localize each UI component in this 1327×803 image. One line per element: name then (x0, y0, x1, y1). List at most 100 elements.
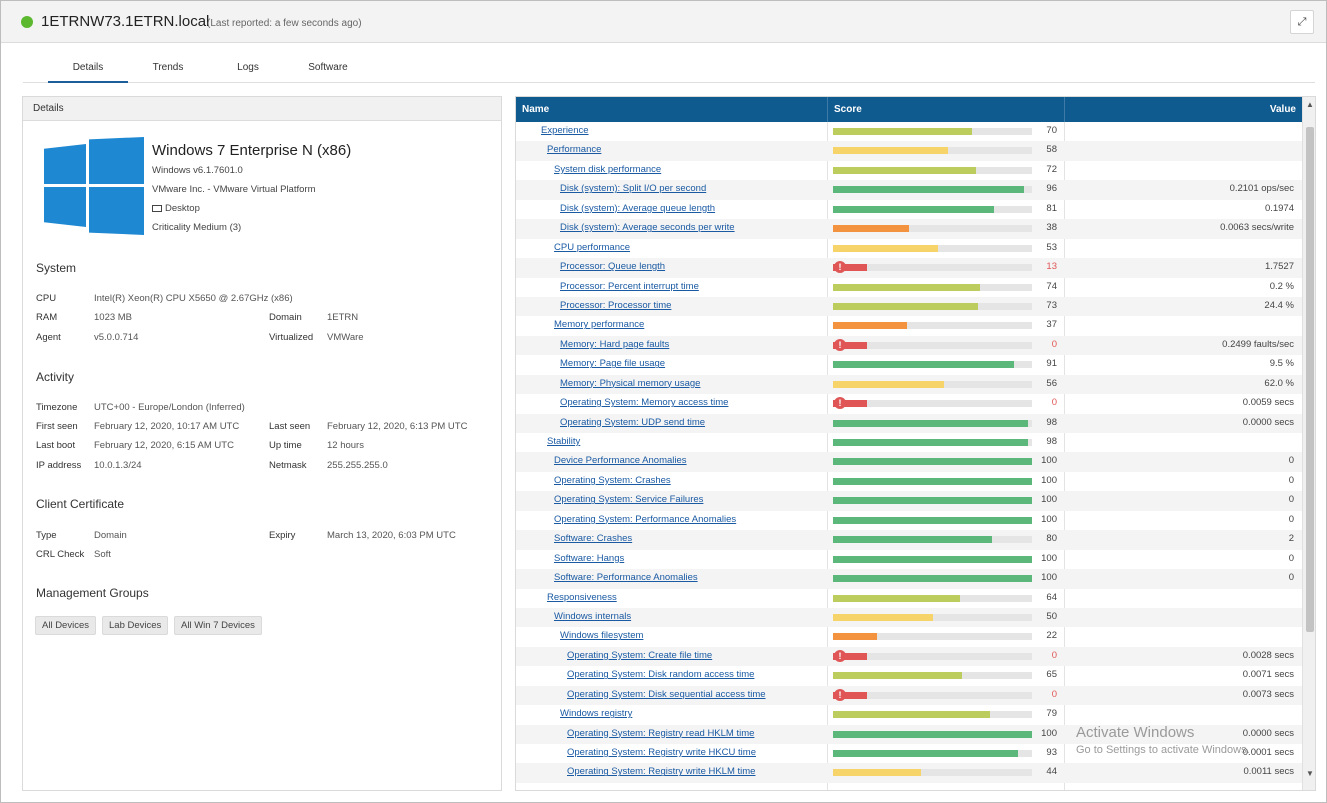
row-name-link[interactable]: Operating System: Disk random access tim… (567, 669, 755, 681)
table-row[interactable]: Memory: Physical memory usage 56 62.0 % (516, 374, 1302, 395)
table-row[interactable]: Experience 70 (516, 122, 1302, 141)
row-name-link[interactable]: Operating System: Memory access time (560, 397, 729, 409)
desktop-icon (152, 205, 162, 212)
table-row[interactable]: Stability 98 (516, 433, 1302, 452)
row-name-link[interactable]: Disk (system): Average seconds per write (560, 222, 735, 234)
table-row[interactable]: Operating System: Registry read HKLM tim… (516, 724, 1302, 744)
table-row[interactable]: Software: Crashes 80 2 (516, 530, 1302, 550)
score-bar-fill (833, 400, 867, 408)
table-row[interactable]: Disk (system): Average queue length 81 0.1… (516, 200, 1302, 219)
table-row[interactable]: Operating System: Disk random access tim… (516, 666, 1302, 685)
row-name-link[interactable]: Windows filesystem (560, 630, 644, 642)
row-name-link[interactable]: Stability (547, 436, 581, 447)
table-row[interactable]: CPU performance 53 (516, 239, 1302, 258)
row-name-link[interactable]: Operating System: Crashes (554, 474, 671, 486)
row-name-link[interactable]: Processor: Percent interrupt time (560, 280, 699, 292)
row-name-link[interactable]: Memory: Page file usage (560, 358, 666, 370)
agent-label: Agent (36, 332, 61, 343)
table-row[interactable]: Operating System: Registry write HKCU ti… (516, 744, 1302, 763)
table-row[interactable]: Memory performance 37 (516, 316, 1302, 335)
row-name-link[interactable]: Operating System: Service Failures (554, 494, 704, 506)
table-row[interactable]: Processor: Processor time 73 24.4 % (516, 296, 1302, 317)
group-tag-lab-devices[interactable]: Lab Devices (102, 616, 169, 635)
agent-value: v5.0.0.714 (94, 332, 139, 343)
column-header-value[interactable]: Value (1064, 97, 1302, 122)
tab-trends[interactable]: Trends (152, 62, 184, 73)
table-row[interactable]: Operating System: Memory access time! 0 0.… (516, 394, 1302, 413)
score-bar (833, 341, 1032, 349)
score-bar-fill (833, 128, 973, 135)
scroll-down-icon[interactable]: ▼ (1306, 769, 1314, 778)
row-name-link[interactable]: Performance (547, 144, 602, 156)
tab-software[interactable]: Software (308, 62, 348, 73)
tab-details[interactable]: Details (48, 55, 128, 83)
table-row[interactable]: Processor: Queue length! 13 1.7527 (516, 258, 1302, 278)
table-row[interactable]: Operating System: Create file time! 0 0.00… (516, 646, 1302, 667)
row-name-link[interactable]: Processor: Queue length (560, 261, 666, 273)
uptime-value: 12 hours (327, 440, 364, 451)
cert-type-label: Type (36, 530, 57, 541)
table-row[interactable]: Device Performance Anomalies 100 0 (516, 452, 1302, 472)
table-row[interactable]: Operating System: Service Failures 100 0 (516, 491, 1302, 511)
table-row[interactable]: Disk (system): Average seconds per write… (516, 219, 1302, 239)
table-scrollbar[interactable]: ▲ ▼ (1302, 97, 1315, 790)
column-header-score[interactable]: Score (827, 97, 868, 122)
table-row[interactable]: System disk performance 72 (516, 161, 1302, 180)
table-row[interactable]: Operating System: Disk sequential access… (516, 685, 1302, 706)
table-row[interactable]: Processor: Percent interrupt time 74 0.2 % (516, 278, 1302, 297)
scroll-up-icon[interactable]: ▲ (1306, 100, 1314, 109)
row-name-link[interactable]: Operating System: UDP send time (560, 416, 706, 428)
table-row[interactable]: Windows filesystem 22 (516, 627, 1302, 646)
row-name-link[interactable]: Memory: Physical memory usage (560, 377, 701, 389)
row-name-link[interactable]: Operating System: Registry write HKLM ti… (567, 766, 756, 778)
table-row[interactable]: Windows internals 50 (516, 607, 1302, 628)
row-name-link[interactable]: Operating System: Create file time (567, 649, 713, 661)
row-name-link[interactable]: Memory: Hard page faults (560, 338, 670, 350)
group-tag-all-win7[interactable]: All Win 7 Devices (174, 616, 262, 635)
virtualized-label: Virtualized (269, 332, 314, 343)
row-name-link[interactable]: Disk (system): Split I/O per second (560, 183, 707, 195)
table-row[interactable]: Disk (system): Split I/O per second 96 0.2… (516, 180, 1302, 200)
row-name-link[interactable]: Disk (system): Average queue length (560, 202, 716, 214)
row-score: 100 (1041, 474, 1057, 486)
table-row[interactable]: Operating System: Crashes 100 0 (516, 472, 1302, 491)
row-value: 0.2499 faults/sec (1222, 338, 1294, 350)
row-name-link[interactable]: Memory performance (554, 319, 645, 331)
row-name-link[interactable]: System disk performance (554, 163, 662, 175)
table-row[interactable]: Memory: Hard page faults! 0 0.2499 faults/… (516, 335, 1302, 356)
row-score: 74 (1046, 280, 1057, 292)
row-name-link[interactable]: Windows registry (560, 708, 633, 720)
table-row[interactable]: Responsiveness 64 (516, 589, 1302, 608)
row-name-link[interactable]: Software: Performance Anomalies (554, 572, 698, 584)
table-row[interactable]: Operating System: Performance Anomalies 1… (516, 511, 1302, 530)
table-row[interactable]: Operating System: Registry write HKLM ti… (516, 763, 1302, 783)
expand-icon[interactable]: ⤢ (1290, 10, 1314, 34)
column-header-name[interactable]: Name (522, 104, 550, 115)
table-header: Name Score Value (516, 97, 1302, 122)
table-row[interactable]: Software: Hangs 100 0 (516, 550, 1302, 569)
row-name-link[interactable]: Processor: Processor time (560, 299, 672, 311)
row-name-link[interactable]: Software: Crashes (554, 533, 633, 545)
row-name-link[interactable]: Experience (541, 125, 589, 136)
row-name-link[interactable]: Operating System: Registry read HKLM tim… (567, 727, 755, 739)
row-name-link[interactable]: Operating System: Performance Anomalies (554, 513, 737, 525)
row-score: 0 (1051, 688, 1057, 700)
row-value: 0.2101 ops/sec (1229, 183, 1294, 195)
row-name-link[interactable]: Software: Hangs (554, 552, 625, 564)
table-row[interactable]: Operating System: UDP send time 98 0.0000 … (516, 413, 1302, 433)
row-score: 98 (1046, 436, 1057, 447)
row-name-link[interactable]: CPU performance (554, 241, 631, 253)
table-row[interactable]: Performance 58 (516, 141, 1302, 161)
row-name-link[interactable]: Device Performance Anomalies (554, 455, 687, 467)
table-row[interactable]: Windows registry 79 (516, 705, 1302, 724)
table-row[interactable]: Software: Performance Anomalies 100 0 (516, 569, 1302, 589)
row-name-link[interactable]: Operating System: Registry write HKCU ti… (567, 747, 756, 758)
scrollbar-thumb[interactable] (1306, 127, 1314, 632)
tab-logs[interactable]: Logs (237, 62, 259, 73)
table-row[interactable]: Memory: Page file usage 91 9.5 % (516, 355, 1302, 374)
group-tag-all-devices[interactable]: All Devices (35, 616, 96, 635)
row-name-link[interactable]: Responsiveness (547, 591, 617, 603)
row-name-link[interactable]: Windows internals (554, 610, 632, 622)
last-seen-label: Last seen (269, 421, 311, 432)
row-name-link[interactable]: Operating System: Disk sequential access… (567, 688, 766, 700)
